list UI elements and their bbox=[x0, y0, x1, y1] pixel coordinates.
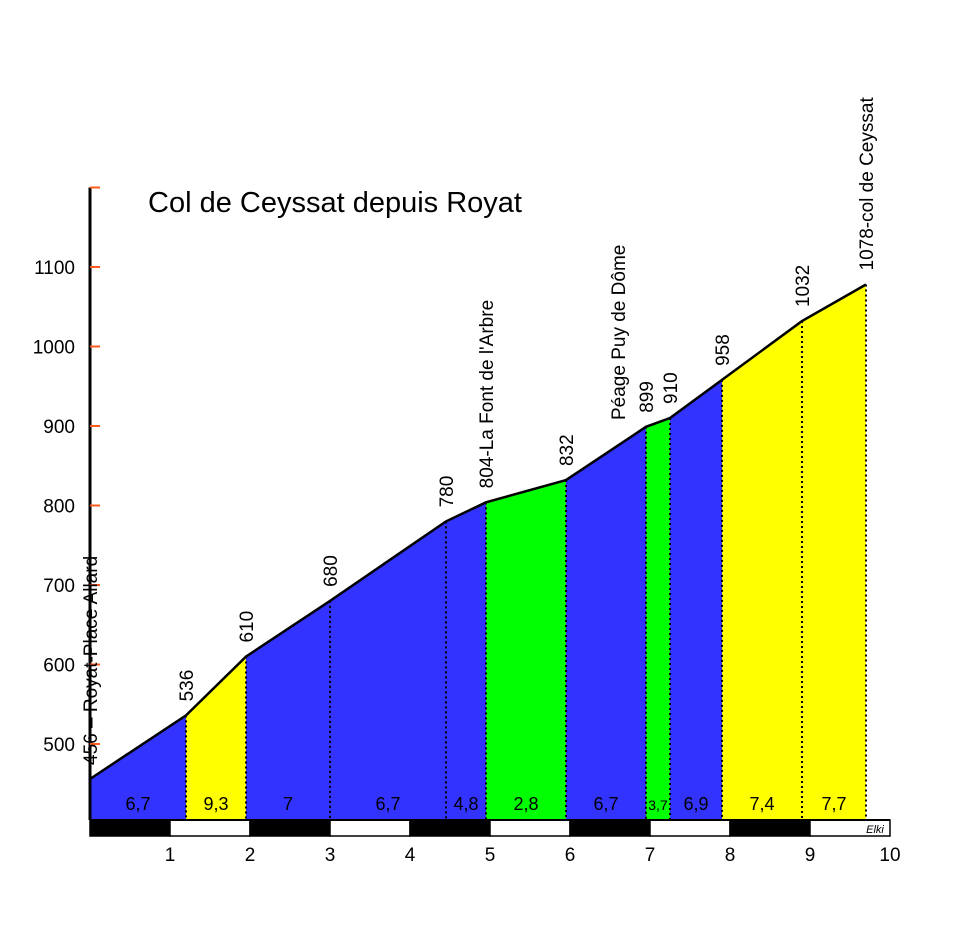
point-label-1: 456 – Royat-Place Allard bbox=[81, 556, 102, 765]
gradient-label-7: 6,7 bbox=[593, 794, 618, 814]
y-axis: 500 600 700 800 900 1000 1100 bbox=[33, 186, 100, 820]
segment-separators bbox=[185, 284, 867, 820]
point-label-7: 832 bbox=[557, 434, 578, 466]
km-bar-7 bbox=[569, 819, 651, 837]
y-tick-label-1000: 1000 bbox=[33, 338, 75, 359]
gradient-label-8: 3,7 bbox=[648, 797, 668, 813]
x-tick-label-2: 2 bbox=[245, 845, 256, 866]
segment-fill-5 bbox=[446, 502, 486, 820]
gradient-label-1: 6,7 bbox=[125, 794, 150, 814]
point-label-12: 1078-col de Ceyssat bbox=[857, 97, 878, 271]
gradient-label-10: 7,4 bbox=[749, 794, 774, 814]
km-bar-2 bbox=[169, 819, 251, 837]
km-bar-6 bbox=[489, 819, 571, 837]
x-tick-label-8: 8 bbox=[725, 845, 736, 866]
segment-fill-7 bbox=[566, 426, 646, 820]
point-label-10: 958 bbox=[713, 334, 734, 366]
km-bar-1 bbox=[89, 819, 171, 837]
gradient-label-11: 7,7 bbox=[821, 794, 846, 814]
km-bar-3 bbox=[249, 819, 331, 837]
y-tick-label-1100: 1100 bbox=[34, 258, 75, 279]
y-tick-label-700: 700 bbox=[43, 576, 75, 597]
profile-outline bbox=[89, 283, 867, 781]
segment-fill-11 bbox=[802, 284, 866, 820]
profile-line bbox=[89, 283, 867, 781]
segment-fill-1 bbox=[90, 715, 186, 820]
annotations: Péage Puy de Dôme bbox=[609, 245, 630, 420]
y-tick-label-600: 600 bbox=[43, 656, 75, 677]
point-label-4: 680 bbox=[321, 555, 342, 587]
point-label-11: 1032 bbox=[793, 265, 814, 307]
x-tick-label-6: 6 bbox=[565, 845, 576, 866]
point-label-5: 780 bbox=[437, 476, 458, 508]
km-bar-4 bbox=[329, 819, 411, 837]
gradient-label-4: 6,7 bbox=[375, 794, 400, 814]
x-tick-label-4: 4 bbox=[405, 845, 416, 866]
segment-fill-2 bbox=[186, 656, 246, 820]
point-label-8: 899 bbox=[637, 381, 658, 413]
y-tick-label-900: 900 bbox=[43, 417, 75, 438]
gradient-label-9: 6,9 bbox=[683, 794, 708, 814]
point-label-3: 610 bbox=[237, 611, 258, 643]
gradient-label-5: 4,8 bbox=[453, 794, 478, 814]
km-bar-5 bbox=[409, 819, 491, 837]
point-label-6: 804-La Font de l'Arbre bbox=[477, 300, 498, 488]
segment-fill-8 bbox=[646, 418, 670, 820]
x-tick-label-7: 7 bbox=[645, 845, 656, 866]
x-tick-label-10: 10 bbox=[879, 845, 900, 866]
x-tick-label-1: 1 bbox=[165, 845, 176, 866]
chart-title: Col de Ceyssat depuis Royat bbox=[148, 187, 522, 219]
point-label-2: 536 bbox=[177, 670, 198, 702]
signature: Elki bbox=[866, 824, 884, 836]
segment-fill-6 bbox=[486, 480, 566, 820]
gradient-label-2: 9,3 bbox=[203, 794, 228, 814]
x-tick-label-9: 9 bbox=[805, 845, 816, 866]
segment-fill-4 bbox=[330, 521, 446, 820]
kilometer-bar: 1 2 3 4 5 6 7 8 9 10 Elki bbox=[89, 819, 901, 866]
y-tick-label-800: 800 bbox=[43, 497, 75, 518]
gradient-labels: 6,7 9,3 7 6,7 4,8 2,8 6,7 3,7 6,9 7,4 7,7 bbox=[125, 794, 846, 814]
profile-segments bbox=[90, 284, 866, 820]
km-bar-9 bbox=[729, 819, 811, 837]
point-label-9: 910 bbox=[661, 372, 682, 404]
segment-fill-10 bbox=[722, 321, 802, 820]
gradient-label-6: 2,8 bbox=[513, 794, 538, 814]
segment-fill-3 bbox=[246, 600, 330, 820]
segment-fill-9 bbox=[670, 379, 722, 820]
x-tick-label-5: 5 bbox=[485, 845, 496, 866]
y-tick-label-500: 500 bbox=[43, 735, 75, 756]
km-bar-8 bbox=[649, 819, 731, 837]
x-tick-label-3: 3 bbox=[325, 845, 336, 866]
gradient-label-3: 7 bbox=[283, 794, 293, 814]
point-labels: 456 – Royat-Place Allard 536 610 680 780 804-… bbox=[81, 97, 878, 765]
annotation-1: Péage Puy de Dôme bbox=[609, 245, 630, 420]
